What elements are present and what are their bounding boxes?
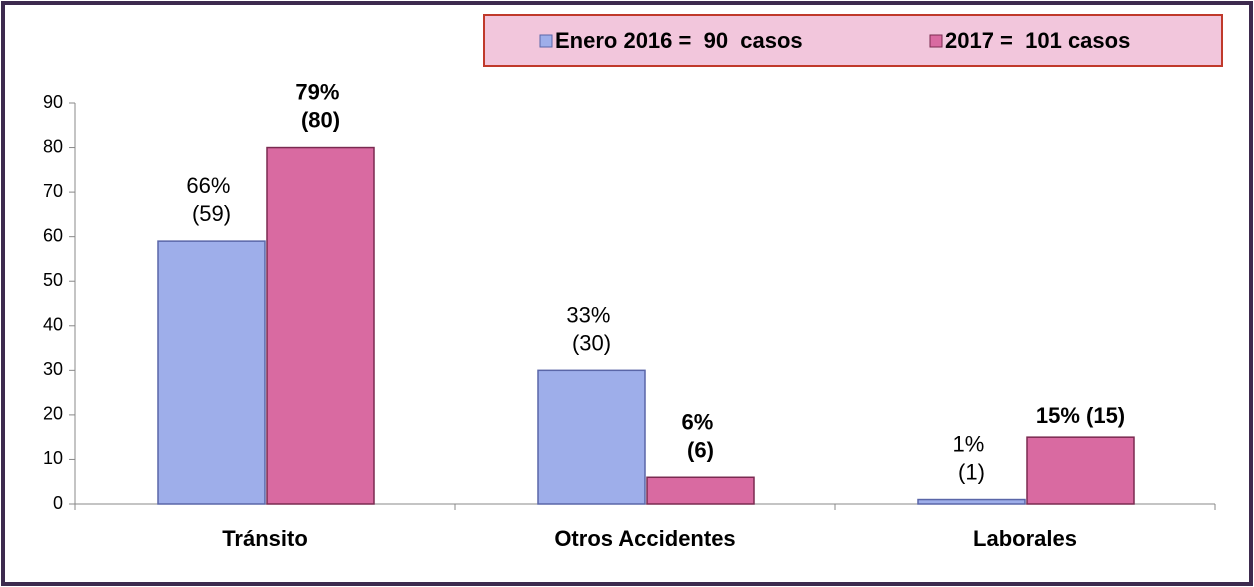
y-tick-label: 90 (43, 92, 63, 112)
legend-label: 2017 = 101 casos (945, 28, 1130, 53)
value-label-line: 79% (295, 79, 345, 104)
value-label-line: 33% (566, 302, 616, 327)
bar (1026, 436, 1135, 505)
value-label: 6% (6) (682, 409, 720, 462)
legend-box (483, 14, 1223, 67)
y-tick-label: 10 (43, 448, 63, 468)
y-tick-label: 30 (43, 359, 63, 379)
y-tick-label: 80 (43, 136, 63, 156)
value-label-line: 6% (682, 409, 720, 434)
x-tick-label: Laborales (973, 526, 1077, 551)
x-tick-label: Tránsito (222, 526, 308, 551)
bar (537, 369, 646, 505)
value-label-line: (80) (301, 107, 340, 132)
value-label-line: 1% (953, 431, 991, 456)
x-tick-label: Otros Accidentes (554, 526, 735, 551)
y-tick-label: 20 (43, 404, 63, 424)
value-label: 33% (30) (566, 302, 616, 355)
legend-label: Enero 2016 = 90 casos (555, 28, 803, 53)
value-label: 1% (1) (953, 431, 991, 484)
value-label-line: (6) (687, 437, 714, 462)
y-tick-label: 40 (43, 315, 63, 335)
value-label-line: (1) (958, 459, 985, 484)
value-label-line: (59) (192, 201, 231, 226)
y-tick-label: 50 (43, 270, 63, 290)
value-label: 66% (59) (186, 173, 236, 226)
legend-swatch (929, 34, 943, 48)
bar (266, 146, 375, 505)
value-label: 79% (80) (295, 79, 345, 132)
value-label: 15% (15) (1036, 403, 1125, 428)
value-label-line: (30) (572, 330, 611, 355)
bar (646, 476, 755, 505)
bar (917, 498, 1026, 505)
legend-swatch (539, 34, 553, 48)
value-label-line: 66% (186, 173, 236, 198)
bar (157, 240, 266, 505)
y-tick-label: 70 (43, 181, 63, 201)
y-tick-label: 60 (43, 225, 63, 245)
y-tick-label: 0 (53, 493, 63, 513)
